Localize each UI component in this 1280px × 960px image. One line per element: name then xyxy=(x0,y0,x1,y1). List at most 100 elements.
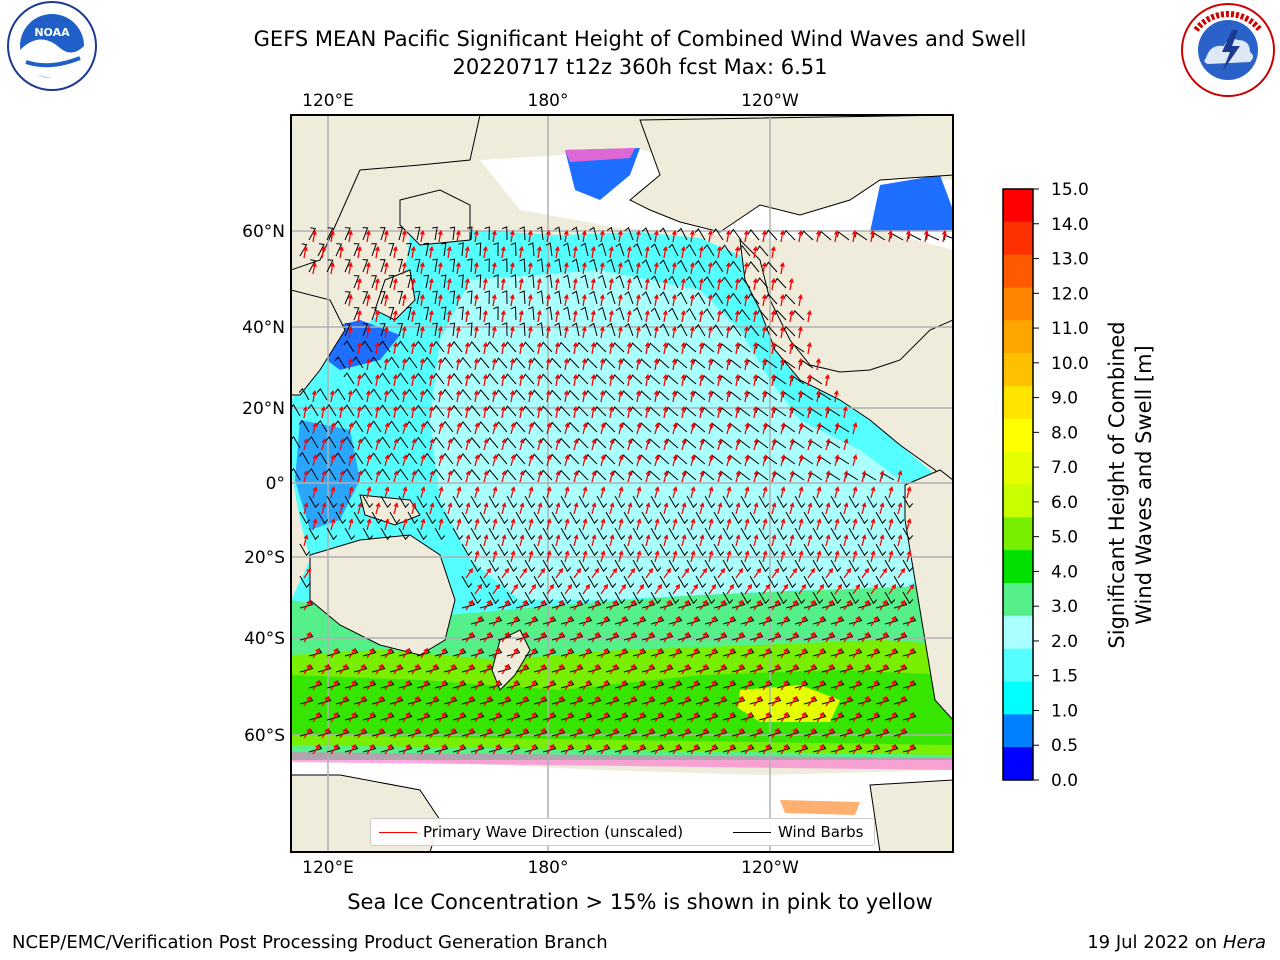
wind-barb xyxy=(450,340,463,353)
wave-direction-legend-line xyxy=(379,832,417,833)
wind-barb xyxy=(467,322,473,337)
wave-direction-arrow xyxy=(824,373,830,387)
wave-direction-arrow xyxy=(699,567,708,579)
wave-direction-arrow xyxy=(419,325,425,339)
wind-barb xyxy=(488,559,500,573)
wave-direction-arrow xyxy=(564,679,573,691)
wave-direction-arrow xyxy=(401,261,407,275)
wind-barb xyxy=(902,591,914,605)
wave-direction-arrow xyxy=(725,389,731,403)
wave-direction-arrow xyxy=(653,357,659,371)
wave-direction-arrow xyxy=(780,743,789,755)
wave-direction-arrow xyxy=(852,743,861,755)
wave-direction-arrow xyxy=(825,631,834,643)
wave-direction-arrow xyxy=(726,615,735,627)
wave-direction-arrow xyxy=(870,486,876,499)
wave-direction-arrow xyxy=(798,454,804,467)
wave-direction-arrow xyxy=(743,357,749,371)
wind-barb xyxy=(719,439,733,449)
wind-barb xyxy=(857,575,869,589)
wind-barb xyxy=(692,454,706,465)
wave-direction-arrow xyxy=(644,245,650,259)
wave-direction-arrow xyxy=(365,357,371,371)
wave-direction-arrow xyxy=(789,470,795,483)
wave-direction-arrow xyxy=(654,454,660,467)
wave-direction-arrow xyxy=(906,679,915,691)
wind-barb xyxy=(316,388,328,401)
wave-direction-arrow xyxy=(636,486,642,499)
wind-barb xyxy=(407,511,419,525)
wave-direction-arrow xyxy=(383,261,389,275)
wind-barb xyxy=(747,229,760,241)
wind-barb xyxy=(488,591,500,605)
wind-barb xyxy=(659,227,670,241)
wind-barb xyxy=(740,591,752,605)
wave-direction-arrow xyxy=(348,454,354,467)
wind-barb xyxy=(513,389,526,401)
wind-barb xyxy=(704,495,716,509)
wave-direction-arrow xyxy=(834,486,840,499)
wave-direction-arrow xyxy=(762,679,771,691)
wind-barb xyxy=(703,276,715,289)
wind-barb xyxy=(406,274,412,289)
wind-barb xyxy=(605,575,617,589)
wind-barb xyxy=(902,495,914,509)
wave-direction-arrow xyxy=(771,438,777,451)
wind-barb xyxy=(821,575,833,589)
wave-direction-arrow xyxy=(600,615,609,627)
wave-direction-arrow xyxy=(672,550,678,563)
wave-direction-arrow xyxy=(492,422,498,435)
wave-direction-arrow xyxy=(645,534,651,547)
wave-direction-arrow xyxy=(789,534,795,547)
wave-direction-arrow xyxy=(546,518,552,531)
wave-direction-arrow xyxy=(843,567,852,579)
wave-direction-arrow xyxy=(402,679,411,691)
wave-direction-arrow xyxy=(797,325,803,339)
wave-direction-arrow xyxy=(744,743,753,755)
wave-direction-arrow xyxy=(528,583,537,595)
wind-barb xyxy=(488,527,500,541)
wind-barb xyxy=(510,274,517,289)
wind-barb xyxy=(710,455,724,465)
wind-barb xyxy=(650,591,662,605)
wave-direction-arrow xyxy=(726,743,735,755)
wind-barb xyxy=(510,306,517,321)
wind-barb xyxy=(721,308,733,321)
wave-direction-arrow xyxy=(771,663,780,675)
wave-direction-arrow xyxy=(392,277,398,291)
wave-direction-arrow xyxy=(465,502,471,515)
wave-direction-arrow xyxy=(879,502,885,515)
wave-direction-arrow xyxy=(321,663,330,675)
wind-barb xyxy=(540,373,553,385)
wave-direction-arrow xyxy=(672,518,678,531)
wave-direction-arrow xyxy=(654,615,663,627)
wave-direction-arrow xyxy=(572,277,578,291)
wave-direction-arrow xyxy=(699,727,708,739)
wind-barb xyxy=(650,559,662,573)
wind-barb xyxy=(522,373,535,385)
wind-barb xyxy=(452,495,464,509)
wind-barb xyxy=(902,527,914,541)
wave-direction-arrow xyxy=(357,470,363,483)
wind-barb xyxy=(379,340,391,353)
wave-direction-arrow xyxy=(708,454,714,467)
wind-barb xyxy=(461,575,473,589)
wave-direction-arrow xyxy=(383,389,389,403)
wind-barb xyxy=(722,495,734,509)
wind-barb xyxy=(343,436,355,449)
wind-barb xyxy=(558,373,571,385)
wave-direction-arrow xyxy=(555,599,564,611)
wave-direction-arrow xyxy=(393,663,402,675)
wave-direction-arrow xyxy=(509,325,515,339)
wind-barb xyxy=(434,527,446,541)
wave-direction-arrow xyxy=(312,743,321,755)
wave-direction-arrow xyxy=(365,229,371,243)
wave-direction-arrow xyxy=(366,743,375,755)
wave-direction-arrow xyxy=(653,229,659,243)
wave-direction-arrow xyxy=(689,389,695,403)
wave-direction-arrow xyxy=(365,325,371,339)
wave-direction-arrow xyxy=(591,631,600,643)
wave-direction-arrow xyxy=(321,438,327,451)
wind-barb xyxy=(615,306,625,321)
wave-direction-arrow xyxy=(870,679,879,691)
